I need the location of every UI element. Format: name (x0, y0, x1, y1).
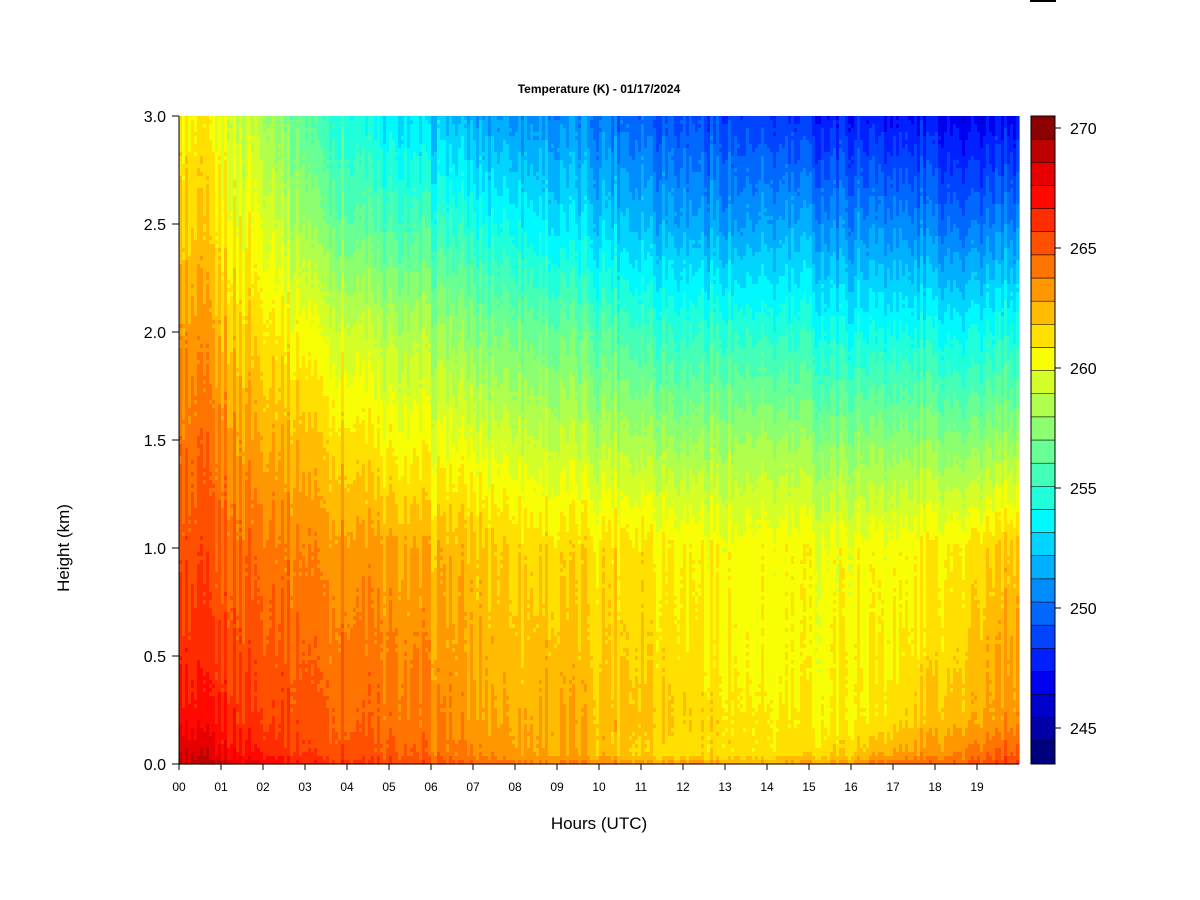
chart-title: Temperature (K) - 01/17/2024 (518, 82, 681, 96)
plot-area (179, 116, 1020, 765)
